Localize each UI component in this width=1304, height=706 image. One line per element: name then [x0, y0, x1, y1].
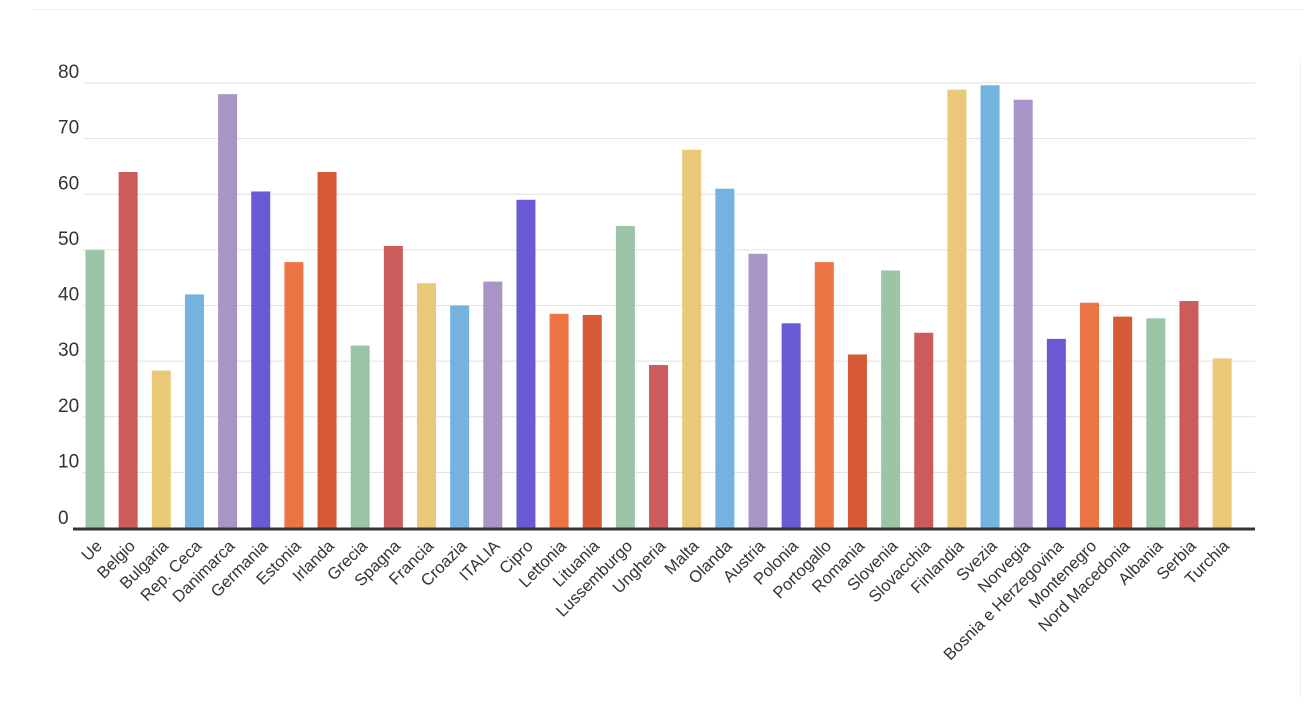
bar-bulgaria	[151, 370, 171, 528]
y-tick-label: 50	[58, 229, 79, 250]
y-tick-label: 80	[58, 62, 79, 83]
bar-lituania	[582, 314, 602, 528]
bar-germania	[251, 191, 271, 528]
bar-finlandia	[947, 89, 967, 529]
y-tick-label: 0	[58, 508, 69, 529]
y-axis-ticks: 0 10 20 30 40 50 60 70 80	[58, 62, 79, 529]
bar-cipro	[516, 199, 536, 528]
bar-montenegro	[1080, 302, 1099, 528]
bar-malta	[682, 149, 702, 528]
bar-ungheria	[649, 365, 669, 528]
bar-bosnia-e-herzegovina	[1046, 338, 1066, 529]
bar-lettonia	[549, 313, 569, 528]
right-border-line	[1300, 58, 1301, 698]
y-tick-label: 30	[58, 340, 79, 361]
y-tick-label: 10	[58, 451, 79, 472]
bar-belgio	[118, 172, 138, 528]
bar-rep-ceca	[184, 294, 204, 529]
bar-slovenia	[881, 270, 901, 528]
bar-estonia	[284, 262, 304, 528]
bar-polonia	[781, 323, 801, 528]
y-tick-label: 40	[58, 285, 79, 306]
bar-austria	[748, 253, 768, 528]
bar-slovacchia	[914, 332, 934, 528]
bar-svezia	[980, 85, 1000, 528]
y-tick-label: 20	[58, 396, 79, 417]
bar-danimarca	[218, 94, 238, 529]
bar-romania	[847, 354, 867, 528]
bar-nord-macedonia	[1113, 316, 1133, 529]
bar-grecia	[350, 345, 370, 528]
bar-lussemburgo	[615, 225, 635, 528]
bar-croazia	[450, 305, 470, 528]
top-border-line	[32, 9, 1304, 10]
bar-italia	[483, 281, 503, 528]
bar-irlanda	[317, 172, 337, 528]
gridlines	[83, 82, 1255, 473]
bar-spagna	[383, 245, 403, 529]
y-tick-label: 60	[58, 173, 79, 194]
y-tick-label: 70	[58, 118, 79, 139]
bar-albania	[1146, 318, 1166, 528]
bar-ue	[85, 249, 105, 529]
bar-francia	[417, 283, 436, 528]
bar-norvegia	[1013, 99, 1033, 528]
bar-turchia	[1212, 358, 1232, 528]
bar-serbia	[1179, 301, 1199, 528]
bar-olanda	[715, 188, 735, 528]
bars	[85, 85, 1232, 529]
bar-portogallo	[814, 262, 834, 528]
